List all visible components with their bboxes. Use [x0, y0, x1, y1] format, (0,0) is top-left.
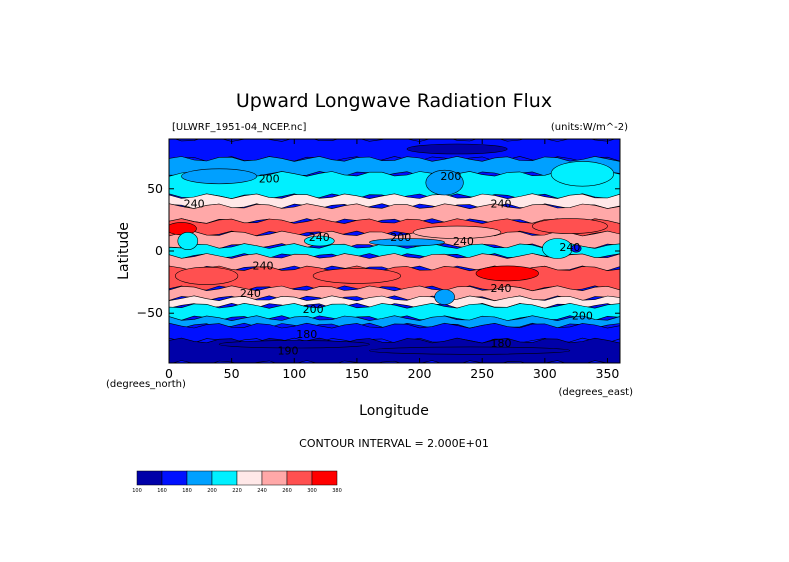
contour-label: 240: [453, 235, 474, 248]
contour-label: 240: [491, 282, 512, 295]
x-tick-label: 100: [282, 366, 306, 381]
colorbar-label: 180: [182, 488, 192, 494]
y-unit-label: (degrees_north): [106, 379, 186, 390]
flux-feature: [303, 235, 335, 247]
flux-band: [169, 295, 620, 309]
contour-label: 240: [559, 241, 580, 254]
colorbar-label: 220: [232, 488, 242, 494]
flux-feature: [475, 265, 539, 282]
contour-label: 200: [259, 173, 280, 186]
x-tick-label: 300: [533, 366, 557, 381]
flux-feature: [181, 168, 257, 185]
contour-label: 200: [572, 309, 593, 322]
x-tick-label: 0: [165, 366, 173, 381]
contour-label: 200: [303, 303, 324, 316]
contour-labels: 200 200 240 240 240 200 240 240 240 240 240 200 200 1…: [184, 170, 593, 357]
flux-feature: [175, 266, 239, 285]
contour-label: 240: [240, 287, 261, 300]
flux-features: [169, 143, 615, 355]
flux-feature: [550, 161, 615, 187]
x-axis-label: Longitude: [359, 403, 429, 419]
x-tick-label: 200: [408, 366, 432, 381]
y-tick-label: −50: [137, 305, 163, 320]
contour-label: 190: [278, 344, 299, 357]
colorbar-swatch: [211, 470, 238, 486]
colorbar: 100 160 180 200 220 240 260 300 380: [132, 470, 342, 494]
colorbar-label: 200: [207, 488, 217, 494]
contour-label: 200: [440, 170, 461, 183]
flux-feature: [532, 218, 608, 234]
flux-bands: [169, 139, 620, 363]
x-tick-label: 50: [224, 366, 240, 381]
x-axis-ticks: 0 50 100 150 200 250 300 350: [165, 139, 619, 381]
flux-feature: [218, 340, 370, 349]
colorbar-swatch: [186, 470, 213, 486]
colorbar-swatch: [311, 470, 338, 486]
y-tick-label: 0: [155, 243, 163, 258]
flux-feature: [177, 232, 199, 251]
x-unit-label: (degrees_east): [559, 387, 634, 398]
colorbar-swatch: [261, 470, 288, 486]
colorbar-label: 100: [132, 488, 142, 494]
colorbar-swatch: [236, 470, 263, 486]
colorbar-swatch: [136, 470, 163, 486]
contour-label: 200: [390, 231, 411, 244]
units-label: (units:W/m^-2): [551, 122, 628, 133]
flux-feature: [570, 244, 582, 253]
flux-band: [169, 139, 620, 162]
flux-feature: [369, 346, 571, 355]
colorbar-swatch: [286, 470, 313, 486]
x-tick-label: 250: [470, 366, 494, 381]
contour-label: 240: [253, 260, 274, 273]
plot-area: 200 200 240 240 240 200 240 240 240 240 240 200 200 1…: [169, 139, 620, 363]
colorbar-swatch: [161, 470, 188, 486]
contour-label: 240: [184, 197, 205, 210]
x-tick-label: 350: [596, 366, 620, 381]
file-label: [ULWRF_1951-04_NCEP.nc]: [172, 122, 307, 133]
y-tick-label: 50: [147, 181, 163, 196]
colorbar-label: 380: [332, 488, 342, 494]
y-axis-ticks: 50 0 −50: [137, 181, 620, 320]
flux-feature: [406, 143, 508, 155]
flux-feature: [434, 289, 455, 305]
colorbar-label: 240: [257, 488, 267, 494]
flux-feature: [312, 268, 402, 284]
contour-label: 180: [296, 328, 317, 341]
contour-label: 180: [491, 337, 512, 350]
contour-interval: CONTOUR INTERVAL = 2.000E+01: [299, 437, 489, 450]
flux-feature: [369, 238, 445, 247]
colorbar-label: 300: [307, 488, 317, 494]
x-tick-label: 150: [345, 366, 369, 381]
y-axis-label: Latitude: [116, 222, 132, 280]
chart-title: Upward Longwave Radiation Flux: [236, 90, 552, 112]
contour-label: 240: [309, 231, 330, 244]
flux-feature: [425, 169, 464, 196]
flux-feature: [413, 225, 502, 239]
contour-label: 240: [491, 197, 512, 210]
colorbar-label: 160: [157, 488, 167, 494]
colorbar-label: 260: [282, 488, 292, 494]
